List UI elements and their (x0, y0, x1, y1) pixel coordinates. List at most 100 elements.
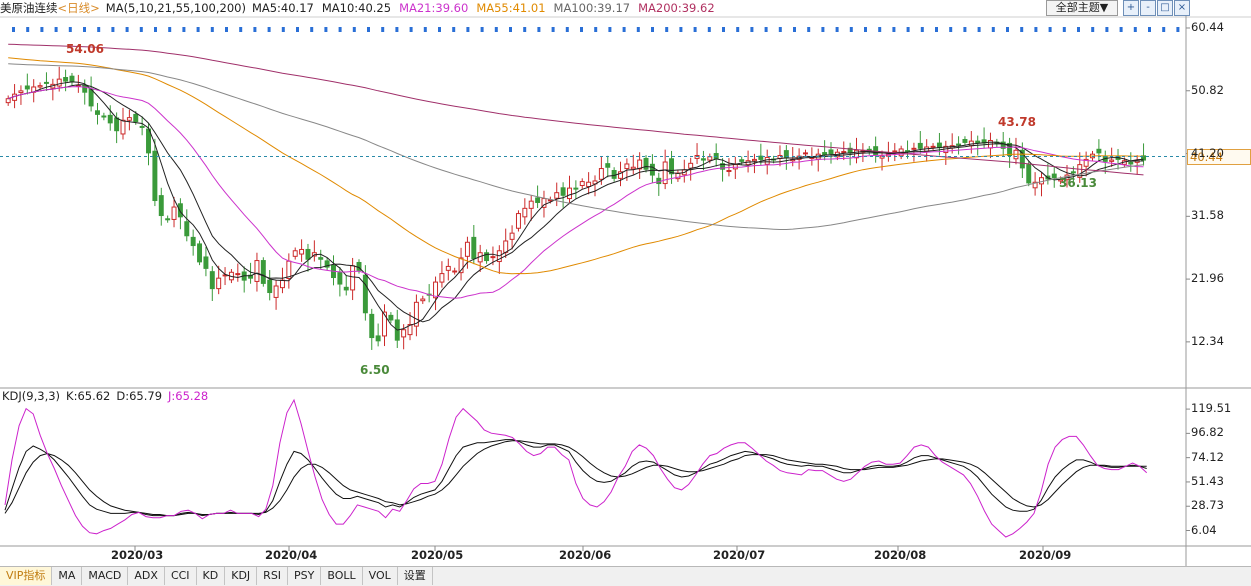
tab-5[interactable]: KD (197, 567, 226, 585)
event-marker (338, 27, 342, 32)
candle (388, 314, 394, 321)
tab-1[interactable]: MA (52, 567, 83, 585)
candle (1128, 161, 1134, 165)
event-marker (54, 27, 58, 32)
period-selector[interactable]: <日线> (57, 1, 100, 15)
ma55-line (8, 57, 1144, 275)
ma-value-1: MA10:40.25 (321, 1, 392, 15)
event-marker (778, 27, 782, 32)
event-marker (40, 27, 44, 32)
event-marker (111, 27, 115, 32)
x-tick-label-5: 2020/08 (874, 548, 927, 562)
tab-6[interactable]: KDJ (225, 567, 258, 585)
candle (586, 181, 592, 187)
event-marker (949, 27, 953, 32)
tab-11[interactable]: 设置 (398, 567, 433, 585)
x-tick-label-0: 2020/03 (111, 548, 164, 562)
event-marker (1006, 27, 1009, 32)
event-marker (1105, 27, 1109, 32)
candle (726, 170, 732, 173)
kdj-tick-label-2: 74.12 (1191, 449, 1224, 464)
event-marker (679, 27, 683, 32)
tab-8[interactable]: PSY (288, 567, 322, 585)
candle (82, 84, 88, 93)
event-marker (239, 27, 243, 32)
tab-7[interactable]: RSI (257, 567, 289, 585)
kdj-tick-label-0: 119.51 (1191, 401, 1232, 416)
indicator-header: 美原油连续<日线> MA(5,10,21,55,100,200) MA5:40.17… (0, 0, 1042, 16)
candle (452, 270, 458, 273)
candle (158, 195, 164, 217)
event-marker (1162, 27, 1166, 32)
kdj-params[interactable]: KDJ(9,3,3) (2, 389, 61, 403)
zoom-in-button[interactable]: + (1123, 0, 1139, 16)
candle (962, 139, 968, 143)
x-tick-label-2: 2020/05 (411, 548, 464, 562)
candle (445, 265, 451, 271)
low-annotation-2: 36.13 (1059, 176, 1097, 190)
event-marker (821, 27, 825, 32)
candle (464, 241, 470, 257)
tab-9[interactable]: BOLL (321, 567, 363, 585)
close-button[interactable]: × (1174, 0, 1190, 16)
candle (420, 298, 426, 302)
price-tick-label-4: 21.96 (1191, 271, 1224, 286)
candle (433, 281, 439, 299)
event-marker (168, 27, 172, 32)
candle (751, 158, 757, 162)
event-marker (68, 27, 72, 32)
candle (324, 260, 330, 268)
candle (720, 163, 726, 170)
candle (535, 197, 541, 203)
event-marker (864, 27, 867, 32)
event-marker (906, 27, 910, 32)
tab-10[interactable]: VOL (363, 567, 398, 585)
maximize-button[interactable]: □ (1157, 0, 1173, 16)
event-marker (523, 27, 527, 32)
event-marker (1048, 27, 1052, 32)
candle (184, 221, 190, 237)
event-marker (665, 27, 669, 32)
ma10-line (8, 84, 1144, 323)
tab-4[interactable]: CCI (165, 567, 197, 585)
event-marker (267, 27, 271, 32)
candle (764, 156, 770, 165)
candle (554, 192, 560, 199)
tab-3[interactable]: ADX (128, 567, 165, 585)
candle (905, 150, 911, 153)
tab-2[interactable]: MACD (82, 567, 129, 585)
ma-params[interactable]: MA(5,10,21,55,100,200) (105, 1, 246, 15)
event-marker (83, 27, 86, 32)
event-marker (225, 27, 228, 32)
event-marker (1034, 27, 1038, 32)
event-marker (892, 27, 896, 32)
candle (1026, 164, 1032, 184)
current-price-tag: 40.44 (1187, 149, 1251, 165)
candle (292, 250, 298, 257)
ma100-line (8, 63, 1144, 230)
ma21-line (8, 86, 1144, 299)
event-marker (352, 27, 356, 32)
candle (165, 218, 171, 221)
candle (758, 155, 764, 160)
ma-values: MA5:40.17 MA10:40.25 MA21:39.60 MA55:41.01 M… (252, 1, 723, 15)
candle (573, 187, 579, 190)
kdj-header: KDJ(9,3,3) K:65.62 D:65.79 J:65.28 (2, 389, 214, 403)
kdj-tick-label-4: 28.73 (1191, 498, 1224, 513)
candle (260, 260, 266, 284)
candle (707, 156, 713, 161)
event-marker (920, 27, 924, 32)
tab-0[interactable]: VIP指标 (0, 567, 53, 585)
theme-dropdown[interactable]: 全部主题▼ (1046, 0, 1118, 16)
event-marker (636, 27, 640, 32)
zoom-out-button[interactable]: - (1140, 0, 1156, 16)
event-marker (580, 27, 583, 32)
ma-value-4: MA100:39.17 (553, 1, 631, 15)
event-marker (565, 27, 569, 32)
event-marker (722, 27, 725, 32)
event-marker (480, 27, 484, 32)
event-marker (367, 27, 370, 32)
candle (197, 243, 203, 263)
event-marker (1176, 27, 1180, 32)
